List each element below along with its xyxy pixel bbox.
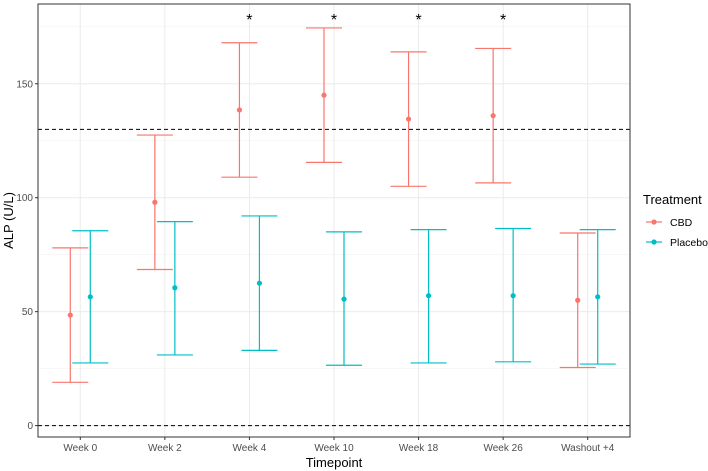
legend-label: Placebo: [670, 237, 708, 249]
y-tick-label: 100: [16, 193, 33, 204]
significance-asterisk: *: [500, 12, 506, 29]
y-tick-label: 150: [16, 79, 33, 90]
placebo-mean-point: [425, 293, 432, 299]
cbd-mean-point: [152, 199, 158, 205]
placebo-mean-point: [595, 294, 601, 300]
x-tick-label: Week 10: [314, 443, 354, 454]
cbd-errorbar: [475, 47, 512, 184]
y-tick-label: 50: [22, 307, 34, 318]
x-axis: Week 0 Week 2 Week 4 Week 10 Week 18 Week 26 W…: [63, 437, 615, 454]
placebo-mean-point: [510, 293, 516, 299]
x-tick-label: Week 0: [63, 443, 97, 454]
placebo-errorbar: [72, 230, 109, 364]
cbd-mean-point: [490, 113, 496, 119]
major-gridlines: [38, 4, 630, 437]
placebo-mean-point: [87, 294, 93, 300]
legend-item-cbd: CBD: [646, 217, 693, 229]
x-tick-label: Week 2: [148, 443, 182, 454]
placebo-errorbar: [579, 229, 616, 365]
placebo-errorbar: [495, 227, 532, 363]
cbd-errorbar: [52, 247, 89, 383]
legend-key-point: [651, 219, 657, 225]
legend-item-placebo: Placebo: [646, 237, 708, 249]
y-tick-label: 0: [27, 421, 33, 432]
significance-markers: * * * *: [246, 12, 506, 29]
reference-lines: [38, 128, 630, 427]
legend-title: Treatment: [643, 192, 702, 207]
cbd-mean-point: [321, 92, 327, 98]
significance-asterisk: *: [415, 12, 421, 29]
placebo-errorbar: [326, 231, 362, 366]
cbd-errorbar: [390, 51, 427, 187]
placebo-mean-point: [341, 296, 347, 302]
placebo-mean-point: [256, 280, 263, 286]
error-bar-marks: [52, 27, 616, 383]
cbd-mean-point: [67, 312, 73, 318]
x-tick-label: Week 4: [233, 443, 267, 454]
legend-label: CBD: [670, 217, 693, 229]
x-axis-title: Timepoint: [306, 455, 363, 470]
y-axis: 0 50 100 150: [16, 79, 38, 432]
x-tick-label: Week 26: [483, 443, 523, 454]
x-tick-label: Washout +4: [561, 443, 615, 454]
placebo-errorbar: [410, 229, 447, 364]
legend-key-point: [651, 239, 657, 245]
cbd-mean-point: [405, 116, 412, 122]
placebo-errorbar: [241, 215, 278, 351]
x-tick-label: Week 18: [399, 443, 439, 454]
y-axis-title: ALP (U/L): [1, 192, 16, 249]
significance-asterisk: *: [331, 12, 337, 29]
cbd-errorbar: [306, 27, 342, 163]
placebo-mean-point: [172, 285, 178, 291]
cbd-errorbar: [559, 232, 596, 369]
placebo-errorbar: [156, 221, 193, 356]
cbd-mean-point: [236, 107, 243, 113]
legend-items: CBD Placebo: [646, 217, 708, 249]
cbd-errorbar: [136, 134, 173, 271]
legend: Treatment CBD Placebo: [643, 192, 708, 249]
significance-asterisk: *: [246, 12, 252, 29]
cbd-mean-point: [575, 297, 581, 303]
cbd-errorbar: [221, 42, 258, 178]
